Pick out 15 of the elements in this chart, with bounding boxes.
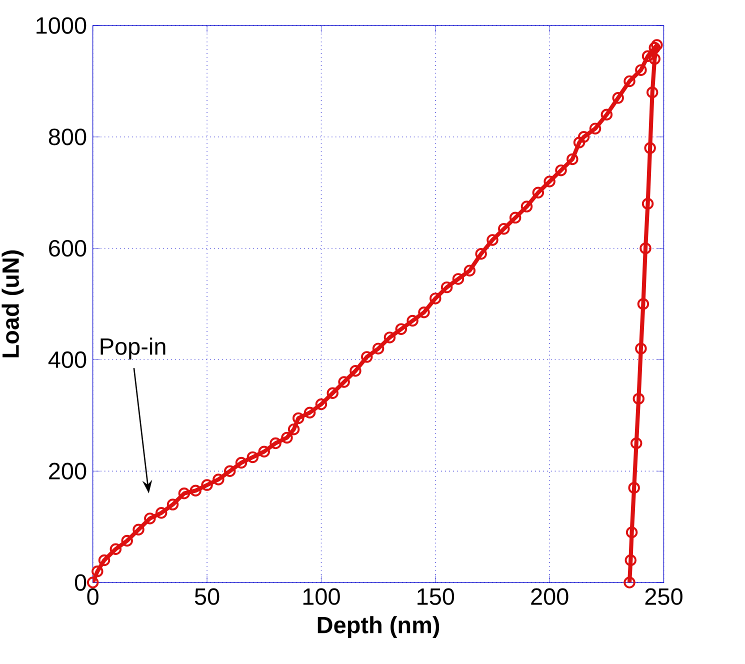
x-tick-label: 250	[645, 588, 682, 606]
y-tick-label: 200	[49, 462, 86, 480]
x-tick-label: 0	[87, 588, 98, 606]
x-axis-title: Depth (nm)	[318, 616, 440, 638]
y-tick-label: 0	[74, 574, 86, 591]
y-tick-label: 600	[49, 240, 86, 257]
y-tick-label: 1000	[36, 17, 86, 34]
x-tick-label: 200	[531, 588, 568, 606]
y-axis-title: Load (uN)	[2, 250, 24, 358]
x-tick-label: 50	[194, 588, 220, 606]
y-tick-label: 800	[48, 128, 86, 146]
x-tick-label: 150	[418, 588, 454, 606]
annotation: Pop-in	[100, 338, 166, 360]
x-tick-label: 100	[303, 588, 340, 606]
y-tick-label: 400	[48, 352, 86, 368]
